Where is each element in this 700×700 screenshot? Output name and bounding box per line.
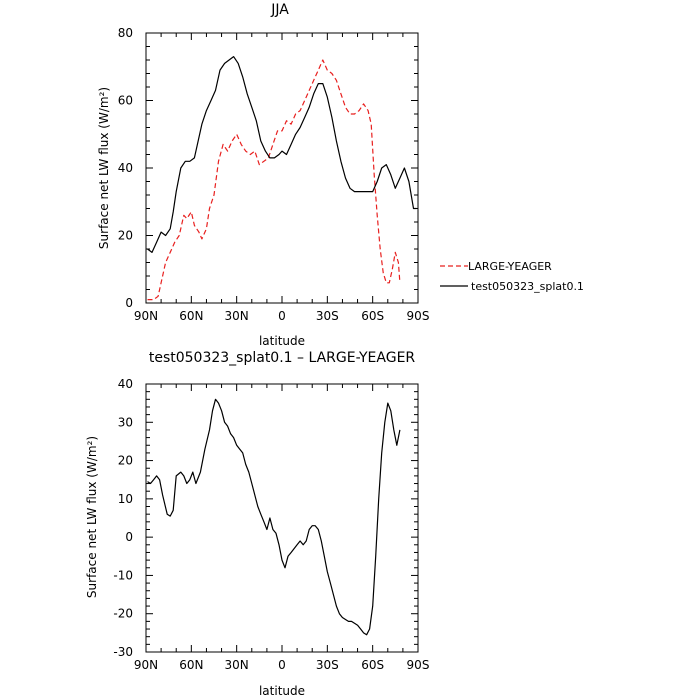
series-line-difference — [147, 398, 401, 636]
x-tick-label: 30N — [225, 658, 249, 672]
bottom-chart-title: test050323_splat0.1 – LARGE-YEAGER — [149, 350, 416, 366]
y-tick-label: -10 — [113, 568, 133, 582]
y-tick-label: 40 — [118, 161, 133, 175]
top-plot-area: 90N 60N 30N 0 30S 60S 90S 0 20 40 60 80 — [118, 26, 430, 323]
top-chart-title: JJA — [270, 2, 289, 18]
x-tick-label: 90S — [407, 658, 430, 672]
y-tick-label: -30 — [113, 645, 133, 659]
y-tick-label: 60 — [118, 94, 133, 108]
x-tick-label: 90N — [134, 658, 158, 672]
x-tick-label: 90S — [407, 309, 430, 323]
bottom-y-axis-label: Surface net LW flux (W/m²) — [85, 436, 99, 598]
legend-label-test050323: test050323_splat0.1 — [471, 280, 584, 293]
y-tick-label: 10 — [118, 492, 133, 506]
y-tick-label: 20 — [118, 454, 133, 468]
plot-frame — [145, 32, 419, 304]
y-tick-label: 0 — [125, 530, 133, 544]
x-tick-label: 60N — [179, 309, 203, 323]
series-line-test050323-splat0-1 — [147, 55, 417, 253]
x-tick-label: 60S — [361, 309, 384, 323]
top-x-axis-label: latitude — [259, 334, 305, 348]
top-panel: JJA 90N 60N 30N 0 30S 60S 90S 0 20 40 60 80 latitud… — [97, 2, 584, 348]
bottom-plot-area: 90N 60N 30N 0 30S 60S 90S -30 -20 -10 0 10 20 30 40 — [113, 377, 429, 672]
x-tick-label: 30N — [225, 309, 249, 323]
y-tick-label: -20 — [113, 607, 133, 621]
bottom-x-axis-label: latitude — [259, 684, 305, 698]
x-tick-label: 60S — [361, 658, 384, 672]
x-tick-label: 0 — [278, 309, 286, 323]
y-tick-label: 30 — [118, 415, 133, 429]
x-tick-label: 30S — [316, 658, 339, 672]
y-tick-label: 40 — [118, 377, 133, 391]
y-tick-label: 80 — [118, 26, 133, 40]
top-legend: LARGE-YEAGER test050323_splat0.1 — [440, 260, 584, 293]
x-tick-label: 30S — [316, 309, 339, 323]
y-tick-label: 0 — [125, 296, 133, 310]
top-y-axis-label: Surface net LW flux (W/m²) — [97, 87, 111, 249]
y-tick-label: 20 — [118, 229, 133, 243]
bottom-panel: test050323_splat0.1 – LARGE-YEAGER 90N 60… — [85, 350, 429, 698]
x-tick-label: 60N — [179, 658, 203, 672]
legend-label-large-yeager: LARGE-YEAGER — [468, 260, 552, 273]
x-tick-label: 90N — [134, 309, 158, 323]
x-tick-label: 0 — [278, 658, 286, 672]
series-line-large-yeager — [147, 59, 401, 301]
